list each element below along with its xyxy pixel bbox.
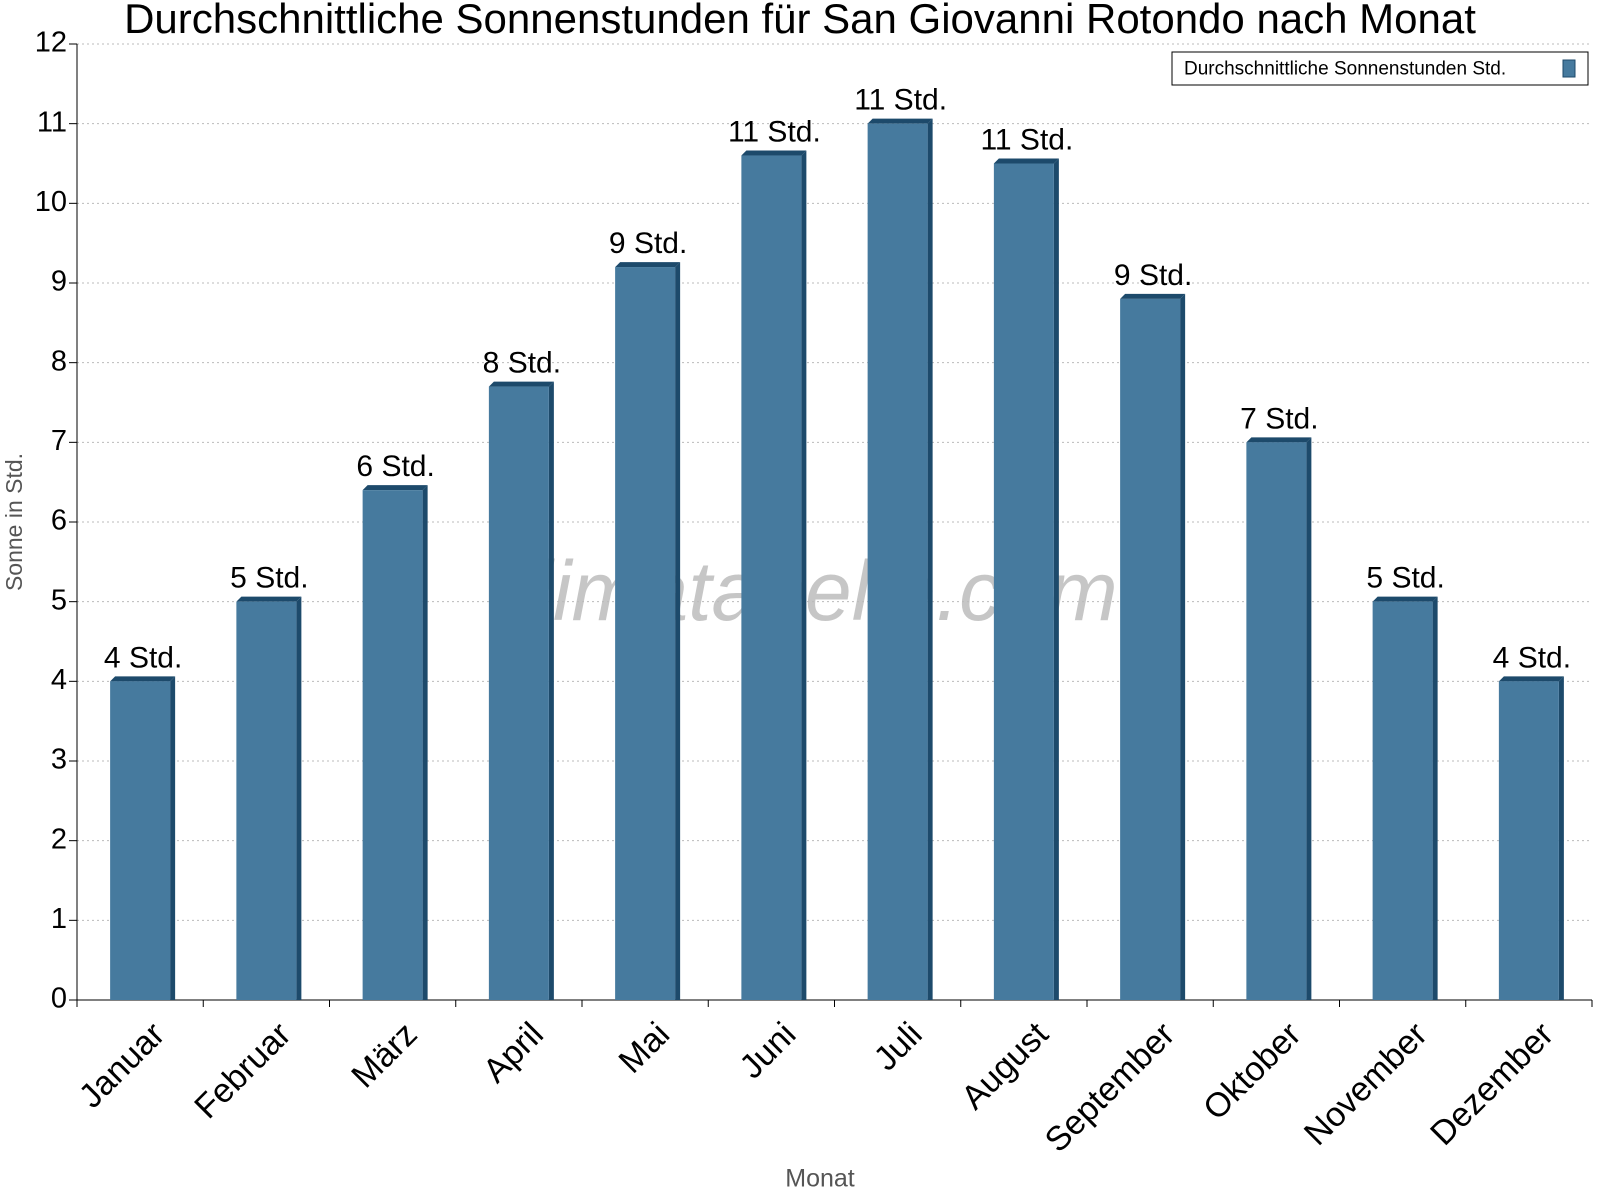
value-label: 4 Std.: [1493, 641, 1571, 674]
bar-top: [741, 150, 807, 156]
bar-side: [927, 118, 933, 1000]
value-label: 9 Std.: [1114, 259, 1192, 292]
bar-top: [867, 118, 933, 124]
bar: [110, 681, 171, 1000]
bar: [615, 267, 676, 1001]
bar-top: [1372, 596, 1438, 602]
bar: [741, 155, 802, 1001]
value-label: 11 Std.: [980, 123, 1073, 156]
bar-side: [801, 150, 807, 1001]
value-label: 7 Std.: [1240, 402, 1318, 435]
bar-side: [1558, 676, 1564, 1000]
value-label: 11 Std.: [854, 84, 947, 117]
bar-group: [1120, 293, 1186, 1000]
value-label: 9 Std.: [609, 227, 687, 260]
y-tick-label: 1: [51, 903, 67, 935]
bar-side: [170, 676, 176, 1000]
bar-top: [1120, 293, 1186, 299]
y-tick-label: 3: [51, 744, 67, 776]
bar: [993, 163, 1054, 1000]
bar-group: [110, 676, 176, 1000]
value-label: 5 Std.: [230, 562, 308, 595]
bar-group: [1246, 437, 1312, 1000]
legend-label: Durchschnittliche Sonnenstunden Std.: [1184, 59, 1506, 80]
value-label: 8 Std.: [483, 346, 561, 379]
bar-top: [993, 158, 1059, 164]
bar-side: [422, 485, 428, 1001]
bar-group: [1498, 676, 1564, 1000]
bar: [488, 386, 549, 1001]
x-axis-title: Monat: [785, 1165, 855, 1193]
bar-group: [993, 158, 1059, 1000]
bar: [236, 601, 297, 1000]
y-tick-label: 5: [51, 584, 67, 616]
bar-top: [236, 596, 302, 602]
bar-side: [1432, 596, 1438, 1000]
legend-swatch: [1562, 59, 1576, 78]
value-label: 6 Std.: [356, 450, 434, 483]
bar-group: [615, 262, 681, 1001]
bar-group: [236, 596, 302, 1000]
y-tick-label: 12: [35, 27, 67, 59]
bar-top: [615, 262, 681, 268]
bar: [1120, 298, 1181, 1000]
y-tick-label: 9: [51, 266, 67, 298]
y-tick-label: 10: [35, 186, 67, 218]
bar-side: [1053, 158, 1059, 1000]
bar-side: [1306, 437, 1312, 1000]
value-label: 5 Std.: [1366, 562, 1444, 595]
bar: [1498, 681, 1559, 1000]
bar-side: [548, 381, 554, 1001]
bar-group: [741, 150, 807, 1001]
bar-group: [362, 485, 428, 1001]
bar-top: [1498, 676, 1564, 682]
y-tick-label: 8: [51, 345, 67, 377]
bar-group: [1372, 596, 1438, 1000]
bar-top: [488, 381, 554, 387]
bar: [1372, 601, 1433, 1000]
bar: [362, 490, 423, 1000]
bar-side: [1180, 293, 1186, 1000]
bar: [1246, 442, 1307, 1000]
bar-top: [1246, 437, 1312, 443]
bar-top: [110, 676, 176, 682]
bar-group: [867, 118, 933, 1000]
y-tick-label: 6: [51, 505, 67, 537]
y-tick-label: 4: [51, 664, 67, 696]
legend-box: [1171, 51, 1589, 86]
y-tick-label: 2: [51, 823, 67, 855]
bar-side: [675, 262, 681, 1001]
value-label: 4 Std.: [104, 641, 182, 674]
bar-side: [296, 596, 302, 1000]
y-tick-label: 0: [51, 983, 67, 1015]
value-label: 11 Std.: [728, 115, 821, 148]
y-axis-title: Sonne in Std.: [1, 453, 27, 591]
y-tick-label: 11: [37, 106, 67, 138]
bar-top: [362, 485, 428, 491]
chart-title: Durchschnittliche Sonnenstunden für San …: [124, 0, 1476, 42]
bar-group: [488, 381, 554, 1001]
y-tick-label: 7: [51, 425, 67, 457]
bar: [867, 123, 928, 1000]
